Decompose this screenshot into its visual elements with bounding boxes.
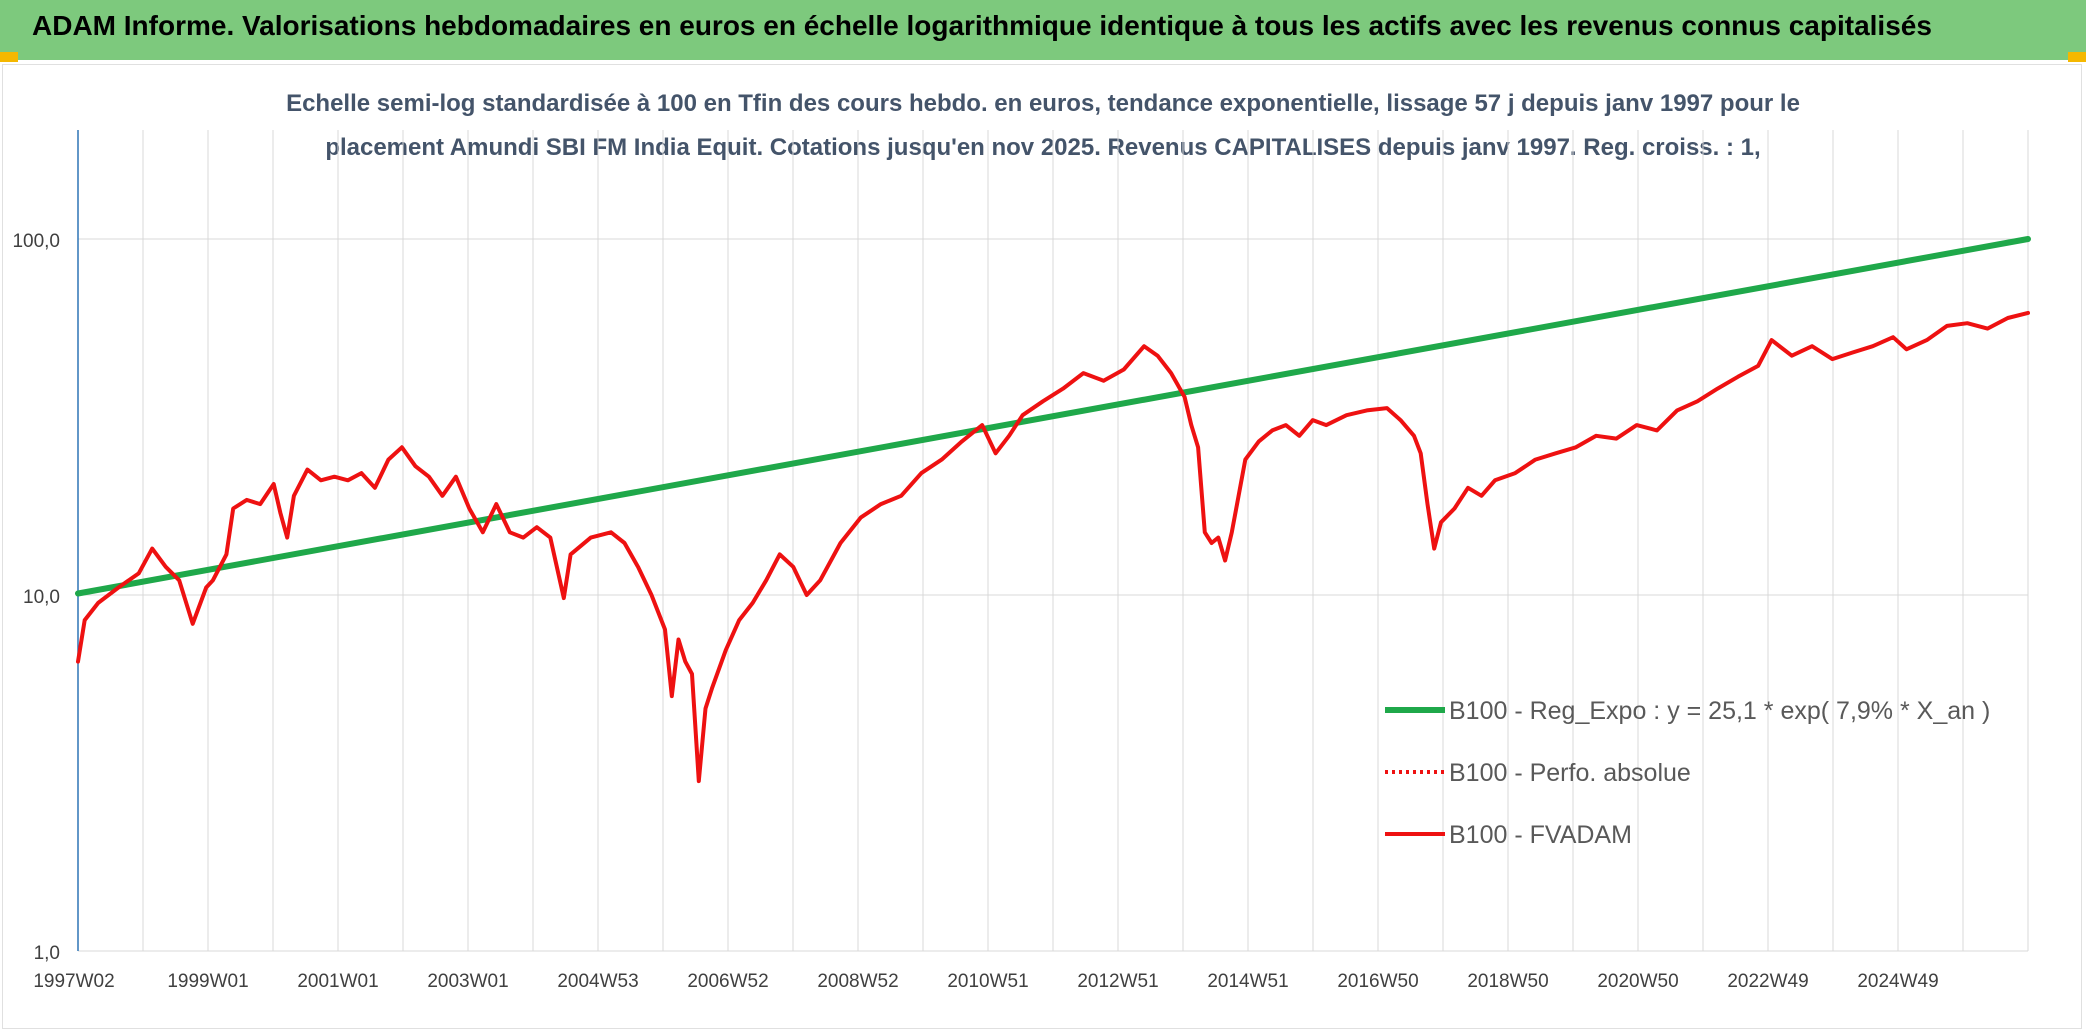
x-tick-label: 2010W51 (947, 971, 1028, 992)
header-bar: ADAM Informe. Valorisations hebdomadaire… (0, 0, 2086, 60)
legend-label-0: B100 - Reg_Expo : y = 25,1 * exp( 7,9% *… (1449, 697, 1990, 725)
corner-mark-left (0, 52, 18, 62)
x-tick-label: 2003W01 (427, 971, 508, 992)
chart-frame (2, 64, 2082, 1029)
x-tick-label: 2024W49 (1857, 971, 1938, 992)
x-tick-label: 1999W01 (167, 971, 248, 992)
x-tick-label: 2001W01 (297, 971, 378, 992)
x-tick-label: 2006W52 (687, 971, 768, 992)
x-tick-label: 2014W51 (1207, 971, 1288, 992)
y-tick-label: 100,0 (12, 231, 60, 252)
series-line-2 (76, 310, 2030, 784)
legend-label-2: B100 - FVADAM (1449, 821, 1632, 849)
x-tick-label: 2012W51 (1077, 971, 1158, 992)
x-tick-label: 2022W49 (1727, 971, 1808, 992)
chart-title-line-2: placement Amundi SBI FM India Equit. Cot… (325, 134, 1761, 161)
corner-mark-right (2068, 52, 2086, 62)
x-tick-label: 2004W53 (557, 971, 638, 992)
x-tick-label: 1997W02 (33, 971, 114, 992)
series-line-0 (75, 236, 2031, 597)
x-tick-label: 2008W52 (817, 971, 898, 992)
y-tick-label: 1,0 (34, 943, 60, 964)
page-title: ADAM Informe. Valorisations hebdomadaire… (32, 10, 1932, 41)
x-tick-label: 2016W50 (1337, 971, 1418, 992)
chart-title-line-1: Echelle semi-log standardisée à 100 en T… (286, 90, 1800, 117)
x-tick-label: 2018W50 (1467, 971, 1548, 992)
y-tick-label: 10,0 (23, 587, 60, 608)
x-tick-label: 2020W50 (1597, 971, 1678, 992)
legend-label-1: B100 - Perfo. absolue (1449, 759, 1691, 787)
